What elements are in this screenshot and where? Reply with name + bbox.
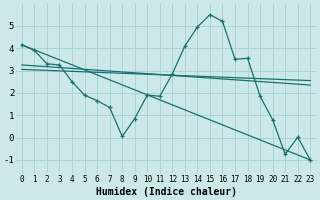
X-axis label: Humidex (Indice chaleur): Humidex (Indice chaleur): [96, 186, 236, 197]
